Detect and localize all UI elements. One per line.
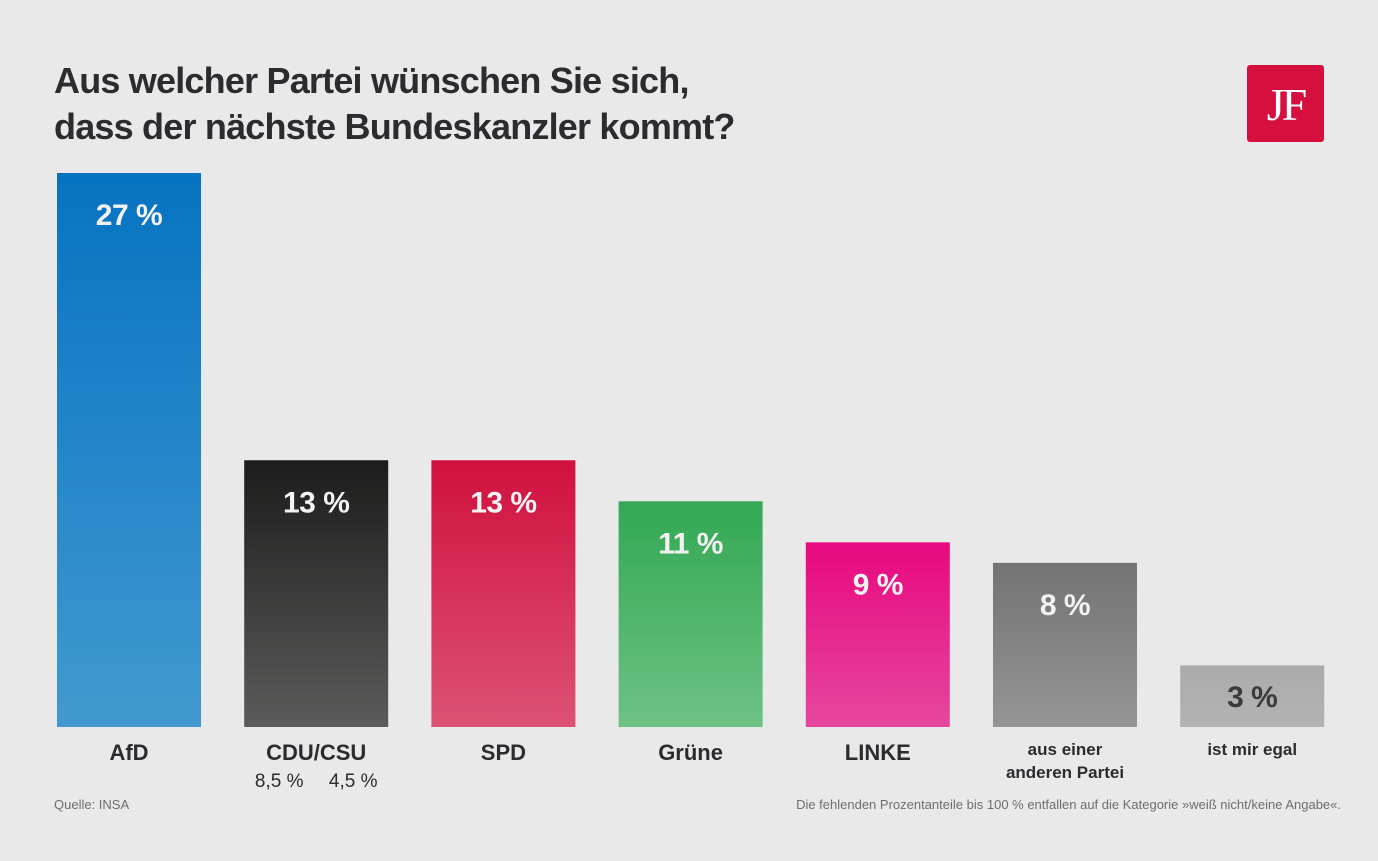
category-label-aus-einer-anderen-partei-line-1: aus einer <box>1028 740 1103 759</box>
category-label-ist-mir-egal: ist mir egal <box>1207 740 1297 759</box>
sub-label-csu: 4,5 % <box>329 771 378 792</box>
bar-grüne <box>618 501 763 727</box>
category-label-aus-einer-anderen-partei-line-2: anderen Partei <box>1006 763 1124 782</box>
value-label-cdu-csu: 13 % <box>283 486 349 519</box>
bar-aus-einer-anderen-partei <box>993 562 1137 727</box>
value-label-grüne: 11 % <box>658 527 723 560</box>
jf-logo: JF <box>1247 65 1324 142</box>
sub-label-cdu: 8,5 % <box>255 771 304 792</box>
footnote: Die fehlenden Prozentanteile bis 100 % e… <box>796 797 1341 812</box>
bars: 27 % 13 % 13 % 11 % 9 % 8 % 3 % <box>57 173 1325 727</box>
bar-linke <box>805 542 950 727</box>
value-label-afd: 27 % <box>96 199 162 232</box>
chart-title: Aus welcher Partei wünschen Sie sich, da… <box>54 58 954 150</box>
bar-spd <box>431 460 576 727</box>
category-labels: AfD CDU/CSU 8,5 % 4,5 % SPD Grüne LINKE aus ein… <box>109 740 1297 792</box>
value-label-linke: 9 % <box>853 568 903 601</box>
category-label-afd: AfD <box>109 740 148 765</box>
bar-cdu-csu <box>244 460 389 727</box>
value-label-spd: 13 % <box>470 486 536 519</box>
bar-ist-mir-egal <box>1180 665 1325 727</box>
category-label-grüne: Grüne <box>658 740 723 765</box>
category-label-spd: SPD <box>481 740 526 765</box>
value-label-aus-einer-anderen-partei: 8 % <box>1040 589 1090 622</box>
category-label-linke: LINKE <box>845 740 911 765</box>
bar-afd <box>57 173 201 727</box>
source-note: Quelle: INSA <box>54 797 130 812</box>
jf-logo-text: JF <box>1266 78 1308 130</box>
category-label-cdu-csu: CDU/CSU <box>266 740 366 765</box>
value-label-ist-mir-egal: 3 % <box>1227 681 1277 714</box>
chart-title-line-1: Aus welcher Partei wünschen Sie sich, <box>54 60 689 101</box>
chart-title-line-2: dass der nächste Bundeskanzler kommt? <box>54 106 735 147</box>
